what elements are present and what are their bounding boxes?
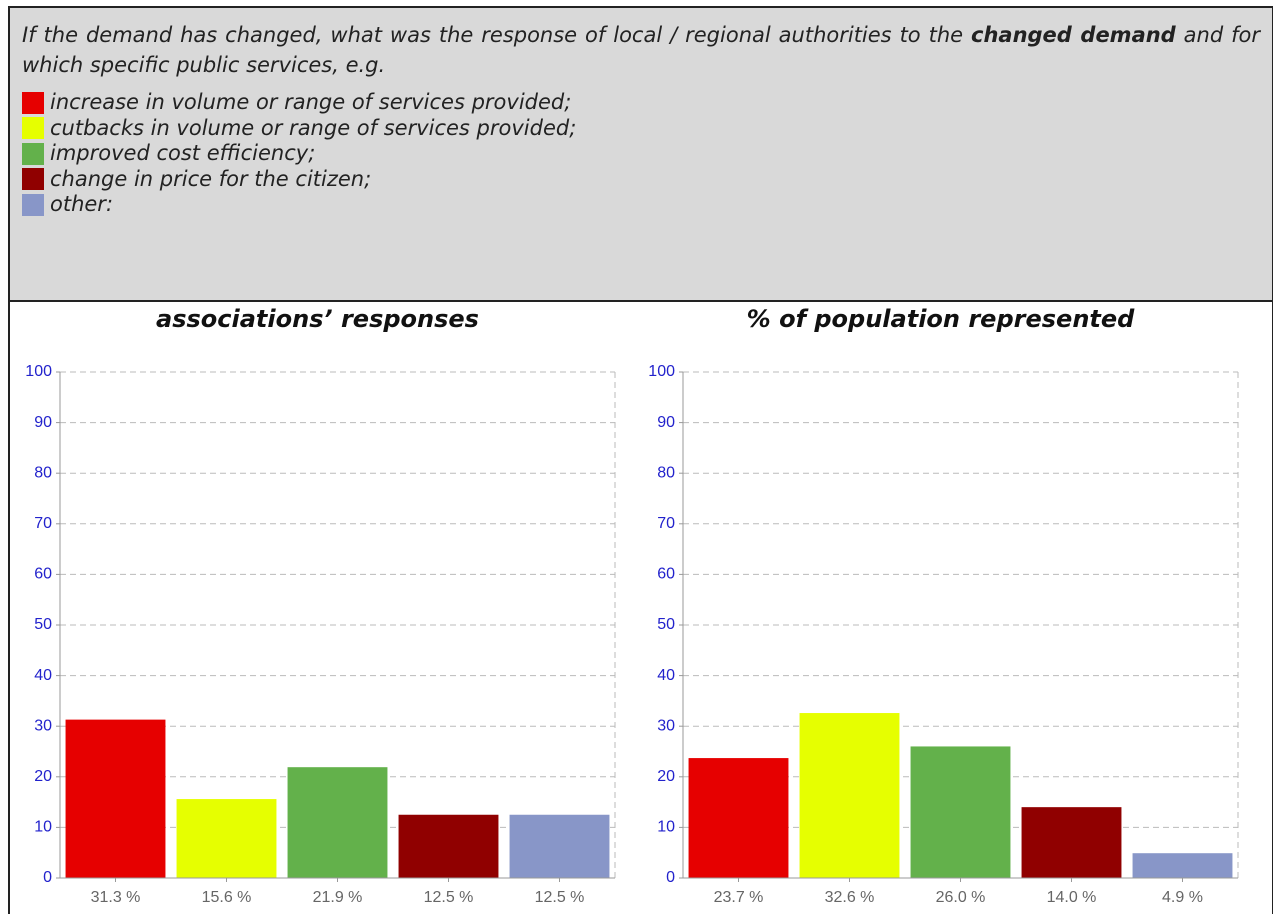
bar <box>910 746 1011 878</box>
question-text: If the demand has changed, what was the … <box>22 23 971 47</box>
legend-swatch <box>22 193 44 216</box>
legend-swatch <box>22 91 44 114</box>
y-tick-label: 50 <box>657 616 675 633</box>
bar <box>1132 853 1233 878</box>
question: If the demand has changed, what was the … <box>22 20 1260 80</box>
legend-item: cutbacks in volume or range of services … <box>22 116 1260 142</box>
legend-label: cutbacks in volume or range of services … <box>50 115 577 140</box>
question-text: and for which specific public services, … <box>22 23 1260 77</box>
y-tick-label: 90 <box>657 414 675 431</box>
legend-label: other: <box>50 192 114 216</box>
legend-swatch <box>22 168 44 191</box>
y-tick-label: 10 <box>34 819 52 836</box>
question-emphasis: changed demand <box>971 23 1176 47</box>
bar <box>398 814 499 878</box>
value-label: 26.0 % <box>936 889 986 906</box>
y-tick-label: 70 <box>34 515 52 532</box>
legend-item: improved cost efficiency; <box>22 141 1260 167</box>
value-label: 14.0 % <box>1047 889 1097 906</box>
y-tick-label: 10 <box>657 819 675 836</box>
y-tick-label: 40 <box>34 667 52 684</box>
chart-title: % of population represented <box>747 305 1135 333</box>
y-tick-label: 30 <box>657 717 675 734</box>
bar <box>509 814 610 878</box>
y-tick-label: 80 <box>657 464 675 481</box>
y-tick-label: 60 <box>34 566 52 583</box>
y-tick-label: 20 <box>34 768 52 785</box>
legend-item: increase in volume or range of services … <box>22 90 1260 116</box>
charts: associations’ responses 0 10 20 30 40 50 60 70 80… <box>25 305 1239 906</box>
legend: increase in volume or range of services … <box>22 90 1260 218</box>
question-box: If the demand has changed, what was the … <box>8 6 1273 302</box>
value-label: 32.6 % <box>825 889 875 906</box>
legend-item: change in price for the citizen; <box>22 167 1260 193</box>
value-label: 4.9 % <box>1162 889 1203 906</box>
value-label: 12.5 % <box>535 889 585 906</box>
legend-item: other: <box>22 192 1260 218</box>
y-tick-label: 100 <box>25 363 52 380</box>
bar <box>176 799 277 878</box>
y-tick-label: 60 <box>657 566 675 583</box>
legend-swatch <box>22 117 44 140</box>
y-tick-label: 80 <box>34 464 52 481</box>
value-label: 31.3 % <box>91 889 141 906</box>
chart-title: associations’ responses <box>156 305 479 333</box>
y-tick-label: 0 <box>43 869 52 886</box>
value-label: 12.5 % <box>424 889 474 906</box>
y-tick-label: 100 <box>648 363 675 380</box>
bar <box>287 767 388 878</box>
y-tick-label: 0 <box>666 869 675 886</box>
legend-label: change in price for the citizen; <box>50 166 372 191</box>
legend-label: increase in volume or range of services … <box>50 90 572 114</box>
y-tick-label: 90 <box>34 414 52 431</box>
y-tick-label: 70 <box>657 515 675 532</box>
y-tick-label: 40 <box>657 667 675 684</box>
y-tick-label: 30 <box>34 717 52 734</box>
bar <box>65 719 166 878</box>
value-label: 23.7 % <box>714 889 764 906</box>
y-tick-label: 20 <box>657 768 675 785</box>
y-tick-label: 50 <box>34 616 52 633</box>
bar <box>688 758 789 878</box>
legend-label: improved cost efficiency; <box>50 141 316 165</box>
value-label: 21.9 % <box>313 889 363 906</box>
bar <box>799 713 900 878</box>
bar <box>1021 807 1122 878</box>
value-label: 15.6 % <box>202 889 252 906</box>
legend-swatch <box>22 142 44 165</box>
